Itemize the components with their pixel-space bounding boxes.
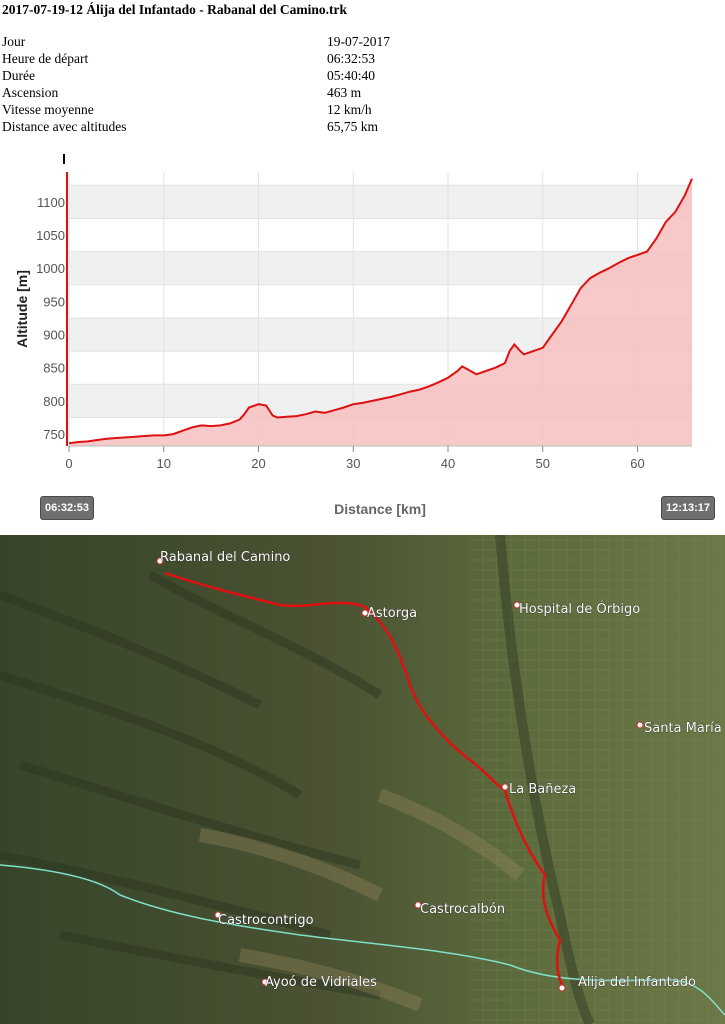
place-marker [636,721,644,729]
place-label: Rabanal del Camino [160,550,290,565]
x-tick-label: 10 [157,456,171,471]
info-value: 463 m [327,85,362,100]
x-tick-label: 40 [441,456,455,471]
altitude-line [68,178,693,445]
terrain-ridge [18,760,362,870]
place-label: Ayoó de Vidriales [265,975,377,990]
info-value: 65,75 km [327,119,379,134]
y-tick-label: 900 [43,328,65,343]
altitude-profile-chart: 0 10 20 30 40 50 60 750 800 850 900 950 1000 1050 1100… [0,150,725,522]
info-label: Distance avec altitudes [2,119,127,134]
place-label: Alija del Infantado [578,975,696,990]
info-row-jour: Jour 19-07-2017 [2,34,702,51]
place-label: Castrocontrigo [218,913,314,928]
terrain-ridge [147,571,383,699]
altitude-chart-svg: 0 10 20 30 40 50 60 750 800 850 900 950 1000 1050 1100… [14,154,693,517]
province-border [0,864,725,1016]
y-tick-label: 850 [43,361,65,376]
terrain-clearing [198,828,384,902]
place-label: La Bañeza [509,782,576,797]
y-tick-label: 1050 [36,228,65,243]
info-row-distance: Distance avec altitudes 65,75 km [2,119,702,136]
place-label: Astorga [367,606,417,621]
altitude-area [69,178,692,446]
y-axis-title: Altitude [m] [14,270,30,348]
route-track [164,571,567,991]
info-value: 06:32:53 [327,51,376,66]
terrain-ridge [0,590,263,710]
map-svg: Rabanal del Camino Astorga Hospital de Órb… [0,535,725,1024]
start-time-badge[interactable]: 06:32:53 [40,496,95,520]
place-marker [156,557,164,565]
x-tick-label: 50 [536,456,550,471]
place-marker [261,978,269,986]
terrain-ridge [0,670,303,799]
place-marker [513,601,521,609]
info-row-heure-depart: Heure de départ 06:32:53 [2,51,702,68]
place-marker [214,911,222,919]
x-tick-label: 30 [346,456,360,471]
place-marker [501,783,509,791]
y-tick-label: 950 [43,294,65,309]
x-axis-title: Distance [km] [334,501,426,517]
place-marker [558,984,566,992]
place-label: Santa María [644,721,722,736]
info-value: 12 km/h [327,102,372,117]
info-value: 19-07-2017 [327,34,390,49]
y-tick-label: 800 [43,394,65,409]
info-value: 05:40:40 [327,68,376,83]
info-row-duree: Durée 05:40:40 [2,68,702,85]
x-tick-label: 0 [65,456,72,471]
info-label: Durée [2,68,35,83]
info-label: Vitesse moyenne [2,102,94,117]
terrain-clearing [238,948,423,1012]
place-marker [361,609,369,617]
place-marker [414,901,422,909]
y-tick-label: 1000 [36,261,65,276]
terrain-ridge [0,850,332,940]
track-info-header: 2017-07-19-12 Álija del Infantado - Raba… [0,0,725,150]
terrain-clearing [377,788,525,881]
info-label: Ascension [2,85,59,100]
info-row-vitesse: Vitesse moyenne 12 km/h [2,102,702,119]
place-label: Hospital de Órbigo [519,601,640,617]
info-row-ascension: Ascension 463 m [2,85,702,102]
terrain-ridge [59,930,381,1000]
info-label: Heure de départ [2,51,89,66]
x-tick-label: 60 [630,456,644,471]
place-label: Castrocalbón [420,902,505,917]
info-label: Jour [2,34,26,49]
satellite-route-map[interactable]: Rabanal del Camino Astorga Hospital de Órb… [0,535,725,1024]
y-tick-label: 750 [43,427,65,442]
x-tick-label: 20 [251,456,265,471]
end-time-badge[interactable]: 12:13:17 [661,496,716,520]
y-tick-label: 1100 [37,195,65,210]
river-valley [495,535,595,1024]
grid-band [69,185,692,219]
track-title: 2017-07-19-12 Álija del Infantado - Raba… [2,2,348,17]
